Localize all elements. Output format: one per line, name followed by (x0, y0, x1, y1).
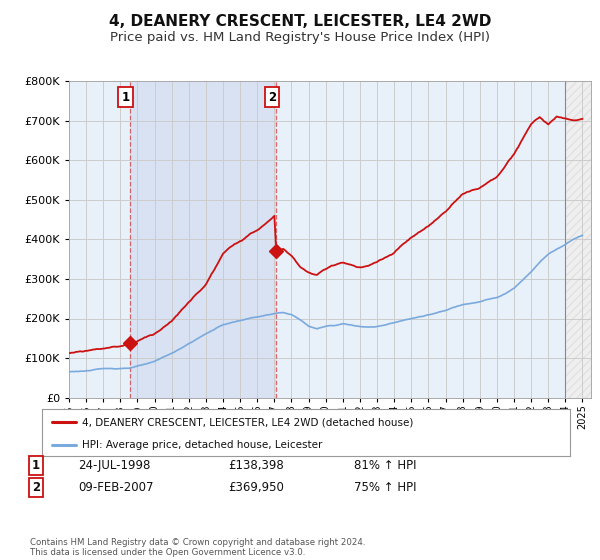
Bar (565, 81, 591, 398)
Text: 81% ↑ HPI: 81% ↑ HPI (354, 459, 416, 473)
Bar (130, 81, 276, 398)
Text: HPI: Average price, detached house, Leicester: HPI: Average price, detached house, Leic… (82, 440, 322, 450)
Text: 24-JUL-1998: 24-JUL-1998 (78, 459, 151, 473)
Bar (565, 81, 591, 398)
Text: 2: 2 (268, 91, 276, 104)
Text: £369,950: £369,950 (228, 480, 284, 494)
Text: 1: 1 (32, 459, 40, 473)
Text: 2: 2 (32, 480, 40, 494)
Text: Contains HM Land Registry data © Crown copyright and database right 2024.
This d: Contains HM Land Registry data © Crown c… (30, 538, 365, 557)
Text: 4, DEANERY CRESCENT, LEICESTER, LE4 2WD: 4, DEANERY CRESCENT, LEICESTER, LE4 2WD (109, 14, 491, 29)
Text: 09-FEB-2007: 09-FEB-2007 (78, 480, 154, 494)
Text: 4, DEANERY CRESCENT, LEICESTER, LE4 2WD (detached house): 4, DEANERY CRESCENT, LEICESTER, LE4 2WD … (82, 417, 413, 427)
Text: £138,398: £138,398 (228, 459, 284, 473)
Text: Price paid vs. HM Land Registry's House Price Index (HPI): Price paid vs. HM Land Registry's House … (110, 31, 490, 44)
Text: 75% ↑ HPI: 75% ↑ HPI (354, 480, 416, 494)
Text: 1: 1 (122, 91, 130, 104)
